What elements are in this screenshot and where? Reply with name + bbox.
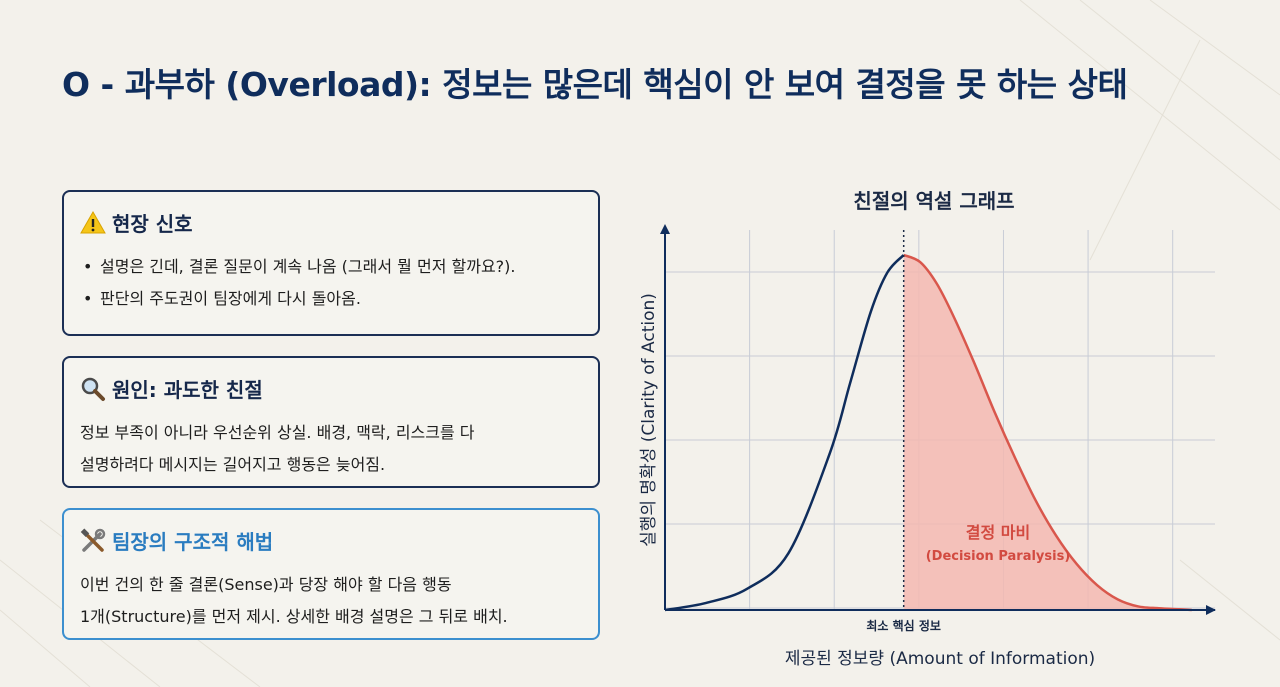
paradox-chart: 친절의 역설 그래프 최소 핵심 정보 결정 마비 (Decision Para… bbox=[639, 189, 1216, 669]
card-field-signals: 현장 신호 설명은 긴데, 결론 질문이 계속 나옴 (그래서 뭘 먼저 할까요… bbox=[62, 190, 600, 336]
chart-axes bbox=[660, 224, 1216, 615]
card-text-line: 설명하려다 메시지는 길어지고 행동은 늦어짐. bbox=[80, 455, 386, 474]
card-solution: 팀장의 구조적 해법 이번 건의 한 줄 결론(Sense)과 당장 해야 할 … bbox=[62, 508, 600, 640]
marker-label: 최소 핵심 정보 bbox=[866, 618, 941, 633]
list-item: 설명은 긴데, 결론 질문이 계속 나옴 (그래서 뭘 먼저 할까요?). bbox=[80, 251, 580, 283]
card-text-line: 정보 부족이 아니라 우선순위 상실. 배경, 맥락, 리스크를 다 bbox=[80, 423, 475, 442]
clarity-curve-left bbox=[664, 254, 905, 612]
y-axis-label: 실행의 명확성 (Clarity of Action) bbox=[639, 293, 659, 547]
card-header: 팀장의 구조적 해법 bbox=[80, 526, 580, 555]
list-item: 판단의 주도권이 팀장에게 다시 돌아옴. bbox=[80, 283, 580, 315]
card-header: 원인: 과도한 친절 bbox=[80, 374, 580, 403]
card-text-line: 이번 건의 한 줄 결론(Sense)과 당장 해야 할 다음 행동 bbox=[80, 575, 452, 594]
warning-icon bbox=[80, 210, 106, 233]
card-header: 현장 신호 bbox=[80, 208, 580, 237]
card-heading: 원인: 과도한 친절 bbox=[112, 378, 263, 402]
x-axis-arrow-icon bbox=[1206, 605, 1216, 615]
card-heading: 현장 신호 bbox=[112, 212, 193, 236]
tools-icon bbox=[80, 527, 106, 552]
y-axis-arrow-icon bbox=[660, 224, 670, 234]
signal-list: 설명은 긴데, 결론 질문이 계속 나옴 (그래서 뭘 먼저 할까요?). 판단… bbox=[80, 251, 580, 315]
paralysis-fill bbox=[903, 255, 1192, 610]
clarity-curve-right bbox=[903, 253, 1192, 612]
x-axis-label: 제공된 정보량 (Amount of Information) bbox=[785, 649, 1095, 669]
paralysis-sublabel: (Decision Paralysis) bbox=[926, 549, 1071, 564]
card-text-line: 1개(Structure)를 먼저 제시. 상세한 배경 설명은 그 뒤로 배치… bbox=[80, 607, 508, 626]
page-title: O - 과부하 (Overload): 정보는 많은데 핵심이 안 보여 결정을… bbox=[62, 65, 1128, 104]
card-cause: 원인: 과도한 친절 정보 부족이 아니라 우선순위 상실. 배경, 맥락, 리… bbox=[62, 356, 600, 488]
magnifier-icon bbox=[81, 377, 105, 401]
paralysis-label: 결정 마비 bbox=[966, 523, 1030, 542]
card-heading: 팀장의 구조적 해법 bbox=[112, 530, 274, 554]
chart-title: 친절의 역설 그래프 bbox=[853, 189, 1014, 213]
